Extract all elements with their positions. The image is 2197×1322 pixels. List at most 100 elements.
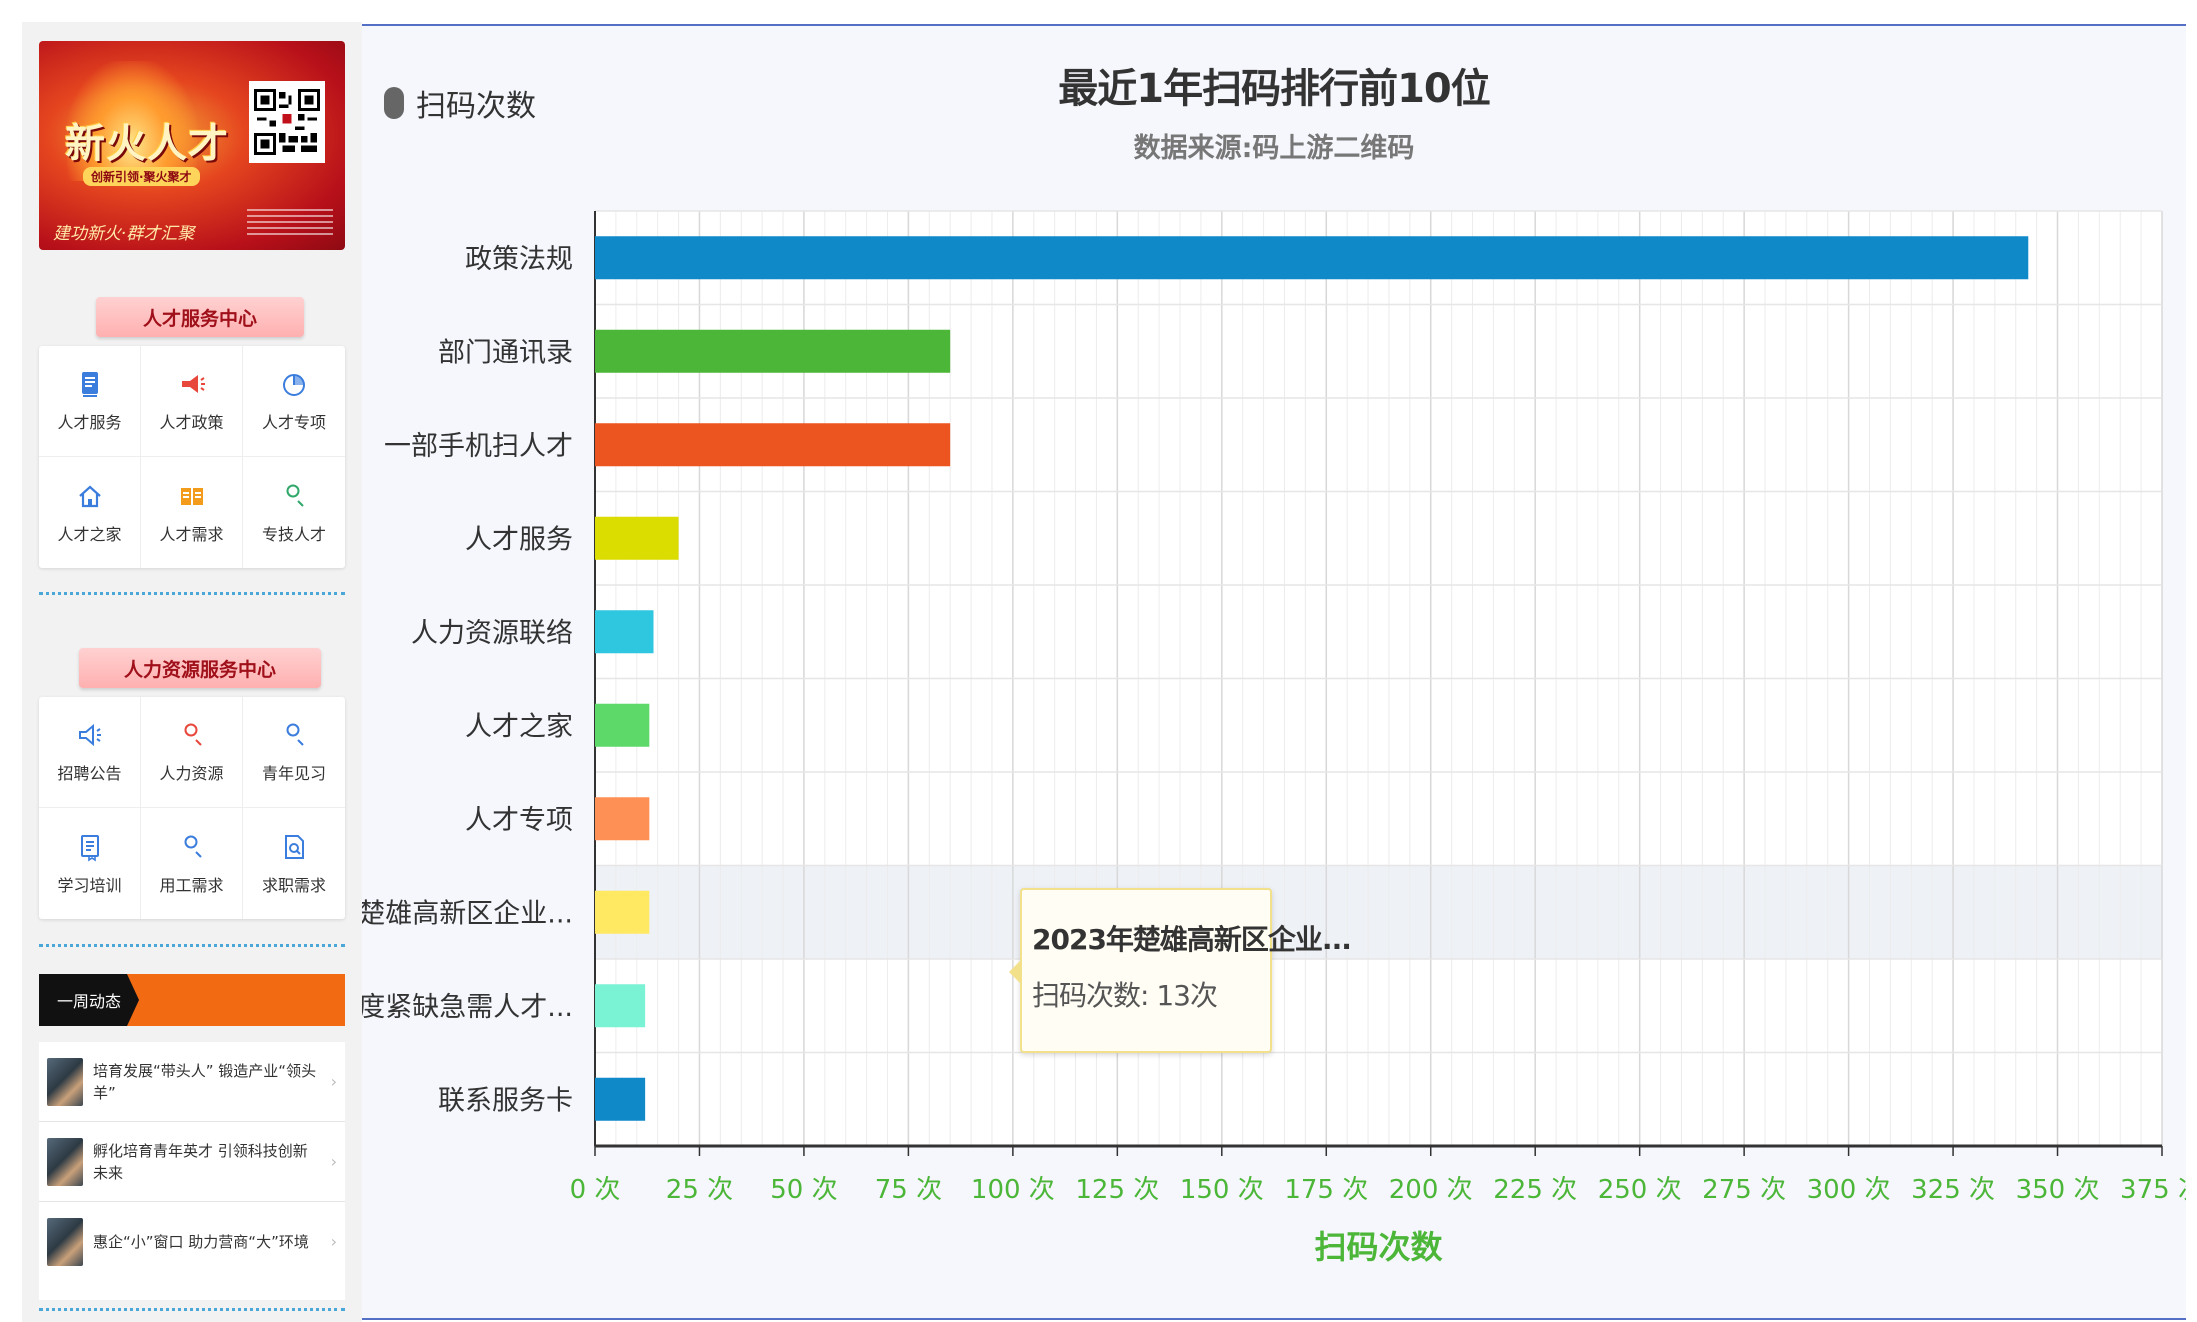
category-label: 一部手机扫人才 [384,431,573,462]
bar [595,890,650,934]
x-tick-label: 325 次 [1911,1175,1995,1205]
bar [595,797,650,841]
promo-banner[interactable]: 新火人才 创新引领·聚火聚才 建功新火·群才汇聚 [39,41,345,250]
chart-legend[interactable]: 扫码次数 [384,81,536,125]
book-icon [180,487,203,505]
weekly-news-header: 一周动态 [39,974,345,1026]
banner-title: 新火人才 [65,120,229,167]
category-label: 2023年楚雄高新区企业... [362,898,573,929]
menu-item-label: 人才之家 [57,524,122,544]
user-icon [184,723,202,746]
hr-service-grid: 招聘公告 人力资源 青年见习学习培训 用工需求 求职需求 [39,697,345,919]
news-item[interactable]: 惠企“小”窗口 助力营商“大”环境 › [39,1202,345,1282]
category-label: 人力资源联络 [411,618,573,649]
menu-item-label: 学习培训 [57,875,122,895]
menu-item[interactable]: 人才之家 [39,457,141,568]
menu-item[interactable]: 人才服务 [39,346,141,457]
bar [595,703,650,747]
divider [39,1308,345,1311]
bar [595,1077,646,1121]
talent-service-center-heading: 人才服务中心 [96,297,304,337]
x-tick-label: 25 次 [666,1175,733,1205]
chevron-right-icon: › [330,1232,337,1251]
divider [39,944,345,947]
menu-item-label: 人才政策 [159,413,224,432]
pie-chart-icon [283,374,305,396]
weekly-news-tab[interactable]: 一周动态 [39,974,139,1026]
menu-item-label: 专技人才 [261,524,326,544]
bar [595,329,951,373]
menu-item[interactable]: 学习培训 [39,808,141,919]
hover-highlight [595,865,2162,959]
menu-item[interactable]: 青年见习 [243,697,345,808]
x-tick-label: 75 次 [875,1175,942,1205]
menu-item-label: 人才专项 [261,413,326,432]
category-label: 政策法规 [465,244,573,275]
document-icon [81,372,98,397]
menu-item-label: 人力资源 [159,764,224,783]
menu-item[interactable]: 用工需求 [141,808,243,919]
x-tick-label: 375 次 [2120,1175,2186,1205]
x-tick-label: 0 次 [570,1175,621,1205]
news-item[interactable]: 孵化培育青年英才 引领科技创新未来 › [39,1122,345,1202]
x-axis-title: 扫码次数 [1314,1228,1443,1266]
x-tick-label: 100 次 [971,1175,1055,1205]
user-icon [184,835,202,858]
news-list: 培育发展“带头人” 锻造产业“领头羊” › 孵化培育青年英才 引领科技创新未来 … [39,1042,345,1300]
category-label: 人才专项 [465,805,573,836]
x-tick-label: 275 次 [1702,1175,1786,1205]
chart-subtitle: 数据来源:码上游二维码 [1133,133,1415,164]
bar [595,236,2029,280]
user-icon [286,484,304,507]
menu-item-label: 求职需求 [261,875,326,895]
menu-item-label: 用工需求 [159,875,224,895]
hr-service-center-heading: 人力资源服务中心 [79,648,321,688]
banner-slogan: 创新引领·聚火聚才 [83,167,200,186]
chart-tooltip: 2023年楚雄高新区企业... 扫码次数: 13次 [1009,888,1352,1053]
user-icon [286,723,304,746]
category-label: 人才服务 [465,524,573,555]
menu-item[interactable]: 人才需求 [141,457,243,568]
menu-item[interactable]: 人才政策 [141,346,243,457]
bar [595,423,951,467]
chevron-right-icon: › [330,1152,337,1171]
menu-item[interactable]: 求职需求 [243,808,345,919]
news-thumbnail [47,1057,83,1106]
x-tick-label: 50 次 [770,1175,837,1205]
chart-title: 最近1年扫码排行前10位 [1058,66,1491,112]
megaphone-icon [181,375,205,393]
legend-label: 扫码次数 [416,89,536,124]
news-thumbnail [47,1137,83,1186]
banner-contact-info [247,209,333,239]
x-tick-label: 125 次 [1075,1175,1159,1205]
news-thumbnail [47,1218,83,1266]
x-tick-label: 200 次 [1389,1175,1473,1205]
category-label: 人才之家 [465,711,573,742]
x-tick-label: 300 次 [1807,1175,1891,1205]
category-label: 2023年度紧缺急需人才... [362,992,573,1023]
bar [595,610,654,654]
x-tick-label: 150 次 [1180,1175,1264,1205]
menu-item-label: 招聘公告 [57,764,122,783]
news-item[interactable]: 培育发展“带头人” 锻造产业“领头羊” › [39,1042,345,1122]
x-tick-label: 225 次 [1493,1175,1577,1205]
x-tick-label: 250 次 [1598,1175,1682,1205]
menu-item[interactable]: 招聘公告 [39,697,141,808]
category-label: 部门通讯录 [438,337,573,368]
chevron-right-icon: › [330,1072,337,1091]
news-title: 惠企“小”窗口 助力营商“大”环境 [93,1233,309,1251]
flame-graphic [67,61,197,181]
legend-swatch [384,87,404,119]
bar [595,516,679,560]
divider [39,592,345,595]
menu-item[interactable]: 人才专项 [243,346,345,457]
qr-code-icon [249,81,325,163]
x-tick-label: 175 次 [1284,1175,1368,1205]
talent-service-grid: 人才服务 人才政策 人才专项人才之家 人才需求 专技人才 [39,346,345,568]
bar [595,984,646,1028]
menu-item[interactable]: 人力资源 [141,697,243,808]
menu-item[interactable]: 专技人才 [243,457,345,568]
list-icon [80,834,99,861]
sidebar: 新火人才 创新引领·聚火聚才 建功新火·群才汇聚 人才服务中心 人才服务 人才政策… [22,22,362,1322]
news-title: 孵化培育青年英才 引领科技创新未来 [93,1141,308,1182]
